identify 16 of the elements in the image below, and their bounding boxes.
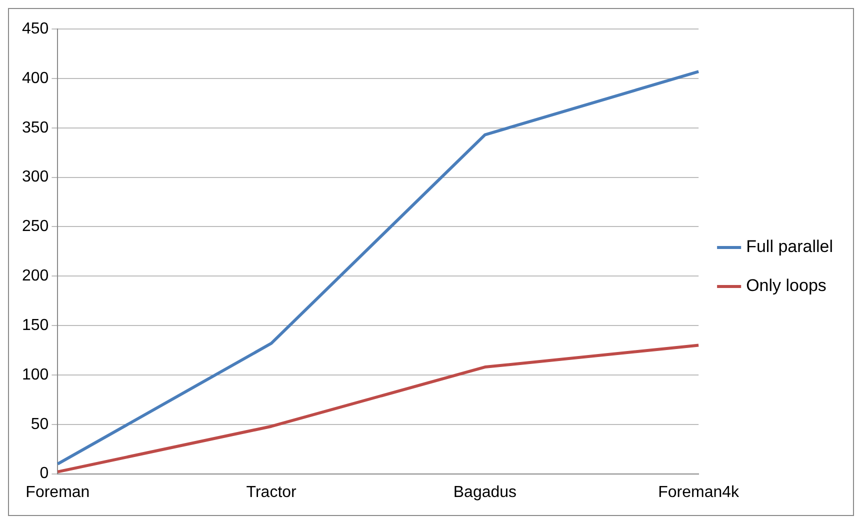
x-tick-label: Foreman4k xyxy=(658,484,740,501)
legend-label: Only loops xyxy=(746,276,826,296)
x-tick-label: Tractor xyxy=(246,484,298,501)
y-tick-label: 150 xyxy=(22,316,49,334)
y-tick-label: 0 xyxy=(40,465,49,482)
y-tick-label: 450 xyxy=(22,20,49,38)
y-tick-label: 200 xyxy=(22,268,49,285)
y-tick-label: 300 xyxy=(22,168,49,186)
x-tick-label: Foreman xyxy=(26,484,90,501)
x-tick-label: Bagadus xyxy=(453,484,517,501)
y-tick-label: 400 xyxy=(22,70,49,87)
y-tick-label: 350 xyxy=(22,119,49,136)
y-tick-label: 50 xyxy=(30,416,49,433)
legend-label: Full parallel xyxy=(746,237,834,256)
y-tick-label: 250 xyxy=(22,218,49,236)
y-tick-label: 100 xyxy=(22,366,49,384)
